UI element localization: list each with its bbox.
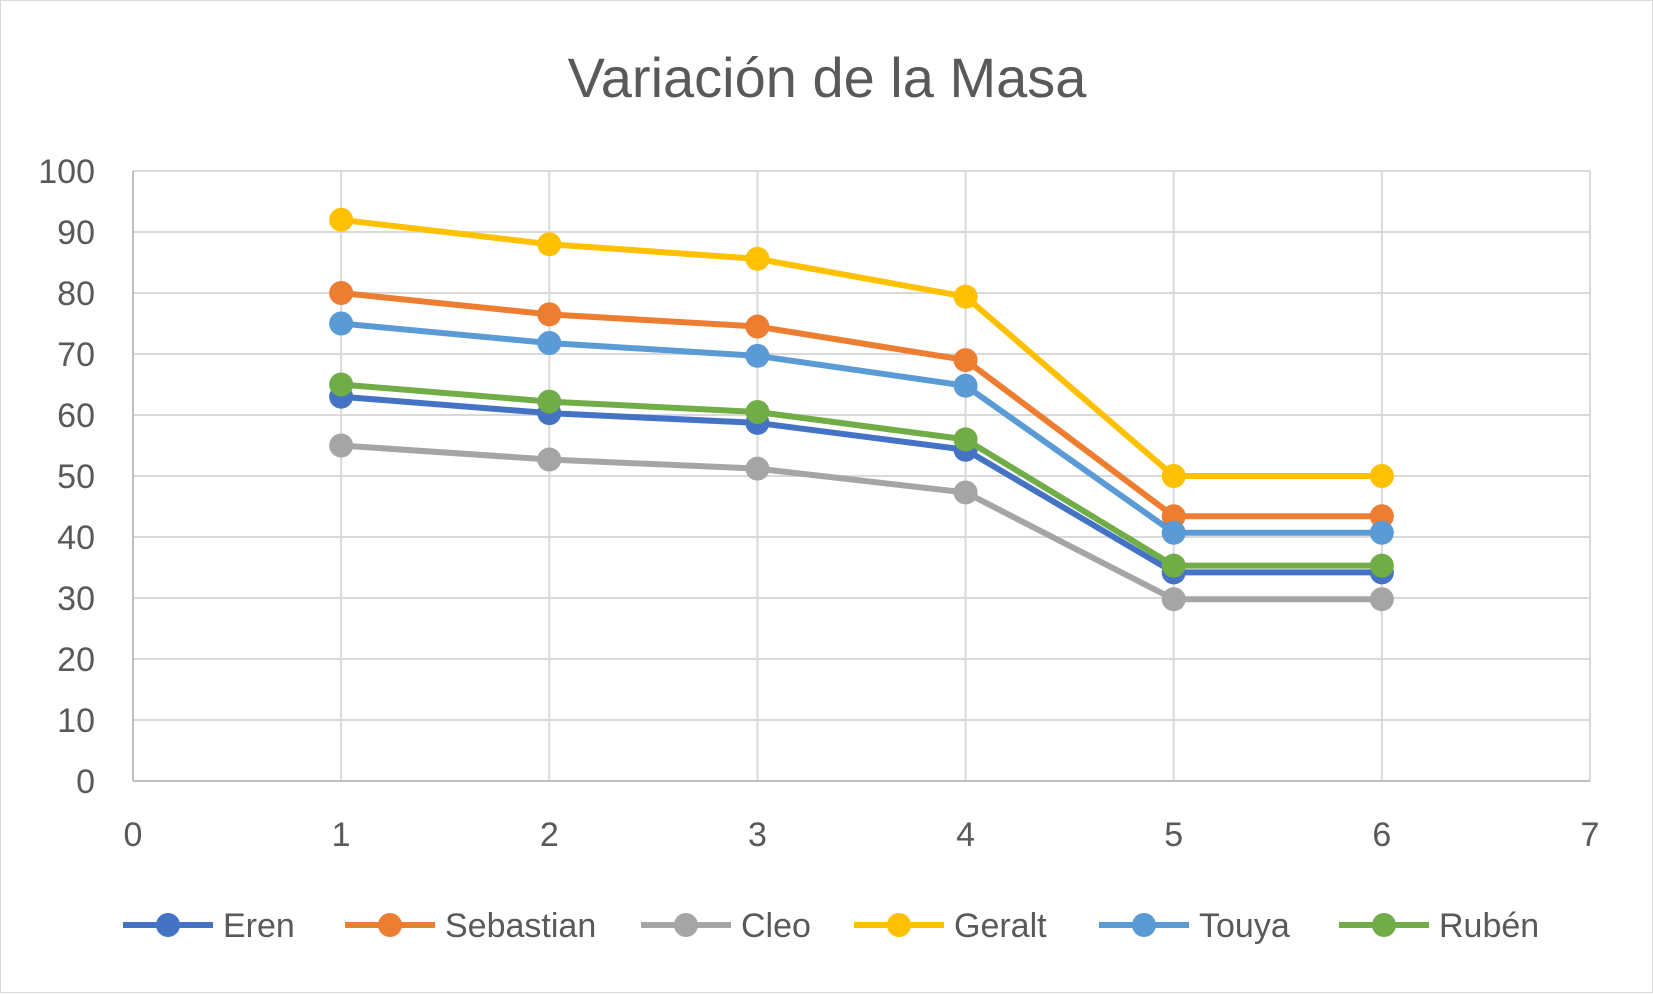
data-point-2-5	[1369, 587, 1394, 612]
x-tick-label-0: 0	[124, 816, 143, 854]
legend-label-1: Sebastian	[445, 907, 596, 945]
data-point-1-1	[537, 302, 562, 327]
y-tick-label-4: 40	[57, 519, 95, 557]
data-point-5-0	[329, 372, 354, 397]
data-point-5-2	[745, 399, 770, 424]
data-point-3-2	[745, 246, 770, 271]
data-point-4-3	[953, 373, 978, 398]
data-point-2-2	[745, 456, 770, 481]
legend-marker-2	[674, 913, 698, 937]
y-tick-label-3: 30	[57, 580, 95, 618]
x-tick-label-5: 5	[1164, 816, 1183, 854]
legend-entry-3: Geralt	[854, 907, 1047, 945]
x-tick-label-1: 1	[332, 816, 351, 854]
x-tick-label-7: 7	[1581, 816, 1600, 854]
legend-label-2: Cleo	[741, 907, 811, 945]
legend-marker-0	[156, 913, 180, 937]
y-axis-tick-labels: 0 10 20 30 40 50 60 70 80 90 100	[38, 153, 95, 801]
y-tick-label-6: 60	[57, 397, 95, 435]
legend-entry-0: Eren	[123, 907, 295, 945]
data-point-2-4	[1161, 587, 1186, 612]
y-tick-label-2: 20	[57, 641, 95, 679]
legend-label-5: Rubén	[1439, 907, 1539, 945]
y-tick-label-5: 50	[57, 458, 95, 496]
data-point-1-5	[1369, 504, 1394, 529]
series-line-2	[340, 442, 1382, 603]
data-point-1-0	[329, 281, 354, 305]
data-point-2-0	[329, 433, 354, 458]
series-line-4	[340, 320, 1382, 536]
data-point-3-4	[1161, 464, 1186, 488]
data-point-2-3	[953, 480, 978, 505]
x-tick-label-2: 2	[540, 816, 559, 854]
series-5	[329, 372, 1394, 578]
data-point-4-4	[1161, 520, 1186, 545]
data-point-5-4	[1161, 553, 1186, 578]
data-point-2-1	[537, 447, 562, 472]
series-2	[329, 433, 1394, 612]
x-tick-label-6: 6	[1372, 816, 1391, 854]
series-line-0	[340, 393, 1382, 576]
legend-entry-2: Cleo	[641, 907, 811, 945]
series-line-5	[340, 381, 1382, 569]
x-tick-label-4: 4	[956, 816, 975, 854]
legend-label-4: Touya	[1199, 907, 1290, 945]
data-point-3-0	[329, 207, 354, 232]
legend-marker-5	[1372, 913, 1396, 937]
data-point-5-5	[1369, 553, 1394, 578]
legend-entry-5: Rubén	[1339, 907, 1539, 945]
legend-label-0: Eren	[223, 907, 295, 945]
legend: Eren Sebastian Cleo Geralt Touya Rubén	[123, 907, 1539, 945]
data-point-4-2	[745, 343, 770, 368]
data-point-1-2	[745, 314, 770, 339]
series-1	[329, 281, 1394, 529]
series-lines	[329, 207, 1394, 612]
data-point-3-5	[1369, 464, 1394, 488]
y-tick-label-8: 80	[57, 275, 95, 313]
axes	[132, 171, 1590, 782]
data-point-3-3	[953, 284, 978, 309]
legend-marker-3	[887, 913, 911, 937]
series-line-3	[340, 216, 1382, 479]
series-line-1	[340, 290, 1382, 520]
legend-marker-1	[378, 913, 402, 937]
data-point-4-1	[537, 331, 562, 356]
series-3	[329, 207, 1394, 488]
y-tick-label-7: 70	[57, 336, 95, 374]
y-tick-label-1: 10	[57, 702, 95, 740]
legend-marker-4	[1132, 913, 1156, 937]
data-point-1-3	[953, 348, 978, 373]
data-point-5-3	[953, 427, 978, 452]
legend-label-3: Geralt	[954, 907, 1047, 945]
chart-title: Variación de la Masa	[568, 46, 1088, 109]
data-point-4-5	[1369, 520, 1394, 545]
data-point-3-1	[537, 232, 562, 257]
x-tick-label-3: 3	[748, 816, 767, 854]
series-4	[329, 311, 1394, 545]
legend-entry-1: Sebastian	[345, 907, 596, 945]
legend-entry-4: Touya	[1099, 907, 1290, 945]
x-axis-tick-labels: 0 1 2 3 4 5 6 7	[124, 816, 1600, 854]
data-point-5-1	[537, 389, 562, 414]
data-point-1-4	[1161, 504, 1186, 529]
y-tick-label-9: 90	[57, 214, 95, 252]
y-tick-label-10: 100	[38, 153, 95, 191]
y-tick-label-0: 0	[76, 763, 95, 801]
data-point-4-0	[329, 311, 354, 336]
